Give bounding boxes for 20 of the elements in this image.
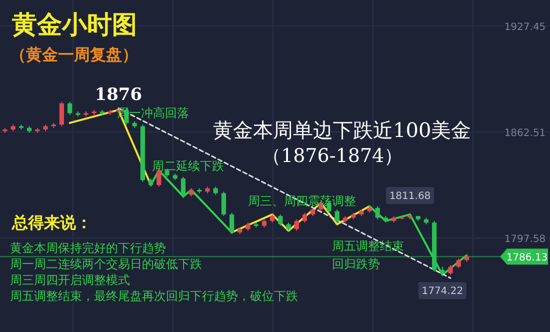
annotation: 黄金本周单边下跌近100美金 [213, 118, 472, 142]
annotation: 周二延续下跌 [152, 159, 224, 173]
y-tick-label: 1862.51 [504, 128, 546, 139]
text: 黄金小时图 [11, 11, 137, 39]
annotation: 黄金本周保持完好的下行趋势 [10, 241, 166, 255]
ref-line-label: 1786.13 [506, 252, 548, 264]
annotation: （1876-1874） [262, 145, 404, 167]
y-tick-label: 1797.58 [504, 234, 546, 245]
annotation: 周五调整结束，最终尾盘再次回归下行趋势，破位下跌 [10, 289, 298, 303]
annotation: 1811.68 [389, 190, 431, 202]
annotation: 回归跌势 [332, 257, 380, 271]
text: （黄金一周复盘） [10, 46, 138, 64]
line-series [368, 205, 468, 276]
annotation: 1774.22 [422, 286, 464, 298]
annotation: 周一冲高回落 [117, 106, 189, 120]
y-tick-label: 1927.45 [504, 22, 546, 33]
annotation: 周三周四开启调整模式 [10, 273, 130, 287]
annotation: 总得来说： [11, 213, 92, 232]
annotation: 周一周二连续两个交易日的破低下跌 [10, 257, 202, 271]
annotation: 1876 [94, 84, 142, 105]
